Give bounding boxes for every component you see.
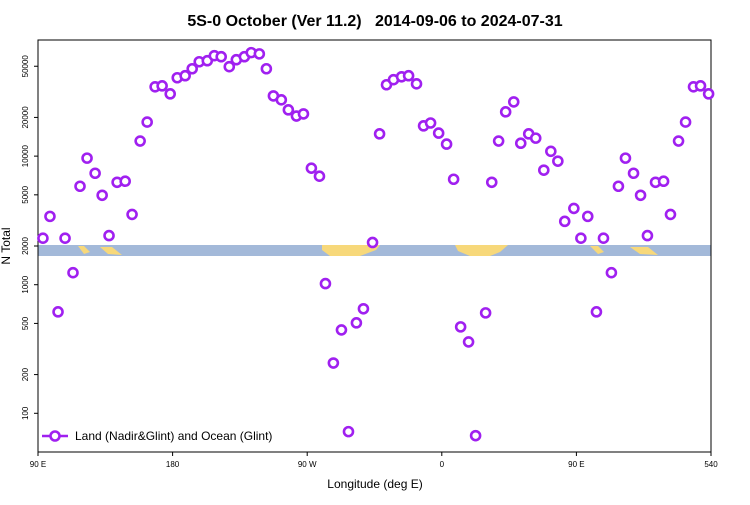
point <box>492 135 505 147</box>
point <box>81 152 93 164</box>
point <box>89 167 101 180</box>
x-tick-label: 540 <box>704 460 718 469</box>
x-axis-label: Longitude (deg E) <box>327 477 422 491</box>
point <box>44 210 56 223</box>
x-tick-label: 180 <box>166 460 180 469</box>
point <box>558 215 571 228</box>
x-tick-label: 90 E <box>568 460 584 469</box>
point <box>507 96 520 108</box>
point <box>454 321 467 333</box>
point <box>432 127 445 139</box>
point <box>537 164 550 176</box>
point <box>545 145 557 158</box>
point <box>74 180 86 193</box>
point <box>627 167 640 180</box>
y-tick-label: 2000 <box>21 237 30 255</box>
y-axis-label: N Total <box>0 227 13 264</box>
y-tick-label: 1000 <box>21 275 30 293</box>
point <box>67 266 79 279</box>
point <box>605 266 618 279</box>
y-tick-label: 50000 <box>21 55 30 78</box>
point <box>424 117 437 129</box>
legend-label: Land (Nadir&Glint) and Ocean (Glint) <box>75 429 272 443</box>
point <box>134 135 146 147</box>
y-tick-label: 10000 <box>21 144 30 167</box>
point <box>694 80 707 92</box>
point <box>679 116 692 128</box>
point <box>260 62 273 75</box>
point <box>179 69 191 82</box>
point <box>479 307 492 319</box>
point <box>581 210 594 223</box>
point <box>447 173 460 186</box>
point <box>319 277 332 290</box>
point <box>529 132 542 144</box>
point <box>223 60 236 73</box>
point <box>342 425 355 438</box>
point <box>590 306 603 318</box>
point <box>126 208 138 221</box>
point <box>672 135 685 147</box>
point <box>657 175 670 188</box>
x-tick-label: 90 E <box>30 460 46 469</box>
point <box>366 236 379 249</box>
point <box>156 80 168 92</box>
point <box>96 189 108 202</box>
point <box>305 162 318 174</box>
point <box>313 170 326 183</box>
point <box>52 306 64 318</box>
point <box>619 152 632 164</box>
point <box>440 138 453 150</box>
y-tick-label: 5000 <box>21 185 30 203</box>
legend: Land (Nadir&Glint) and Ocean (Glint) <box>42 429 272 443</box>
point <box>641 229 654 242</box>
point <box>297 108 310 120</box>
x-tick-label: 90 W <box>298 460 317 469</box>
point <box>410 78 423 90</box>
point <box>514 137 527 150</box>
point <box>575 232 587 244</box>
point <box>141 116 153 128</box>
point <box>469 429 482 442</box>
chart-title: 5S-0 October (Ver 11.2) 2014-09-06 to 20… <box>187 13 562 30</box>
point <box>335 324 348 336</box>
point <box>634 189 647 202</box>
point <box>664 208 677 221</box>
legend-marker <box>49 430 61 442</box>
y-tick-label: 200 <box>21 367 30 381</box>
map-strip <box>38 245 711 256</box>
point <box>103 229 115 242</box>
x-tick-label: 0 <box>440 460 445 469</box>
point <box>59 232 71 244</box>
point <box>327 357 340 369</box>
point <box>552 155 564 167</box>
point <box>215 50 228 63</box>
point <box>119 175 131 188</box>
point <box>462 336 475 348</box>
point <box>702 88 715 100</box>
y-tick-label: 500 <box>21 316 30 330</box>
point <box>568 202 580 215</box>
point <box>499 106 512 118</box>
point <box>282 104 295 116</box>
point <box>37 232 49 244</box>
point <box>164 88 177 100</box>
point <box>597 232 610 244</box>
point <box>357 302 370 315</box>
point <box>402 69 415 82</box>
y-tick-label: 100 <box>21 406 30 420</box>
y-tick-label: 20000 <box>21 106 30 129</box>
point <box>373 128 386 140</box>
point <box>253 48 266 60</box>
point <box>350 317 363 329</box>
point <box>275 94 288 106</box>
point <box>612 180 625 193</box>
point <box>485 176 498 189</box>
point <box>186 62 198 75</box>
